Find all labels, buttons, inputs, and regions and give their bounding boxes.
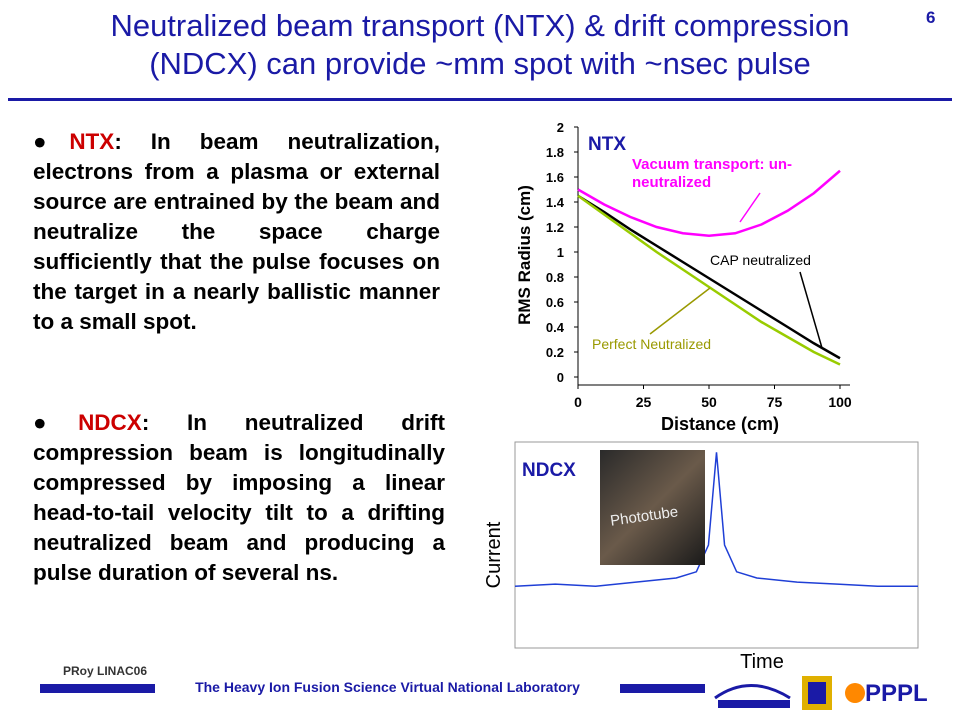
bullet: ●NDCX: In neutralized drift compression … — [33, 410, 445, 585]
title-rule — [8, 98, 952, 101]
chart-title: NTX — [588, 134, 626, 155]
annotation: CAP neutralized — [710, 252, 811, 268]
y-tick-label: 1 — [557, 245, 564, 260]
annotation-arrow — [799, 271, 823, 349]
author: PRoy LINAC06 — [63, 664, 148, 678]
annotation: Perfect Neutralized — [592, 336, 712, 352]
series-line — [577, 194, 841, 360]
bullet-label: NDCX — [78, 410, 142, 435]
x-tick-label: 50 — [701, 394, 717, 410]
chart-title: NDCX — [522, 460, 576, 481]
x-axis-label: Time — [740, 651, 784, 673]
y-tick-label: 1.8 — [546, 145, 564, 160]
y-tick-label: 1.6 — [546, 170, 564, 185]
x-axis-label: Distance (cm) — [661, 414, 779, 434]
y-tick-label: 2 — [557, 120, 564, 135]
y-axis-label: Current — [483, 521, 505, 588]
llnl-logo — [808, 682, 826, 704]
footer-bar — [620, 684, 705, 693]
title-line: (NDCX) can provide ~mm spot with ~nsec p… — [149, 46, 811, 81]
photo: Phototube — [600, 450, 705, 565]
pppl-logo — [845, 683, 865, 703]
annotation: Vacuum transport: un-neutralized — [632, 156, 793, 191]
bullet-text: : In beam neutralization, electrons from… — [33, 129, 440, 334]
x-tick-label: 75 — [767, 394, 783, 410]
series-line — [577, 169, 841, 238]
plot-frame — [514, 441, 919, 649]
series-line — [577, 194, 841, 366]
y-axis-label: RMS Radius (cm) — [515, 185, 534, 325]
title-line: Neutralized beam transport (NTX) & drift… — [110, 8, 850, 43]
y-tick-label: 1.2 — [546, 220, 564, 235]
berkeley-logo — [714, 684, 791, 700]
pppl-logo-text: PPPL — [865, 680, 928, 707]
y-tick-label: 0.6 — [546, 295, 564, 310]
x-tick-label: 0 — [574, 394, 582, 410]
series-line — [514, 452, 918, 587]
annotation-arrow — [649, 287, 711, 335]
berkeley-logo — [718, 700, 790, 708]
logos: PPPL — [714, 676, 928, 710]
y-tick-label: 0.4 — [546, 320, 565, 335]
bullet: ●NTX: In beam neutralization, electrons … — [33, 129, 440, 334]
photo-label: Phototube — [609, 503, 680, 530]
y-tick-label: 0.8 — [546, 270, 564, 285]
y-tick-label: 0 — [557, 370, 564, 385]
bullet-text: : In neutralized drift compression beam … — [33, 410, 445, 585]
x-tick-label: 100 — [828, 394, 852, 410]
lab-name: The Heavy Ion Fusion Science Virtual Nat… — [195, 679, 580, 695]
page-number: 6 — [926, 8, 936, 27]
bullet-label: NTX — [69, 129, 115, 154]
y-tick-label: 1.4 — [546, 195, 565, 210]
annotation-arrow — [739, 192, 761, 223]
y-tick-label: 0.2 — [546, 345, 564, 360]
footer-bar — [40, 684, 155, 693]
x-tick-label: 25 — [636, 394, 652, 410]
